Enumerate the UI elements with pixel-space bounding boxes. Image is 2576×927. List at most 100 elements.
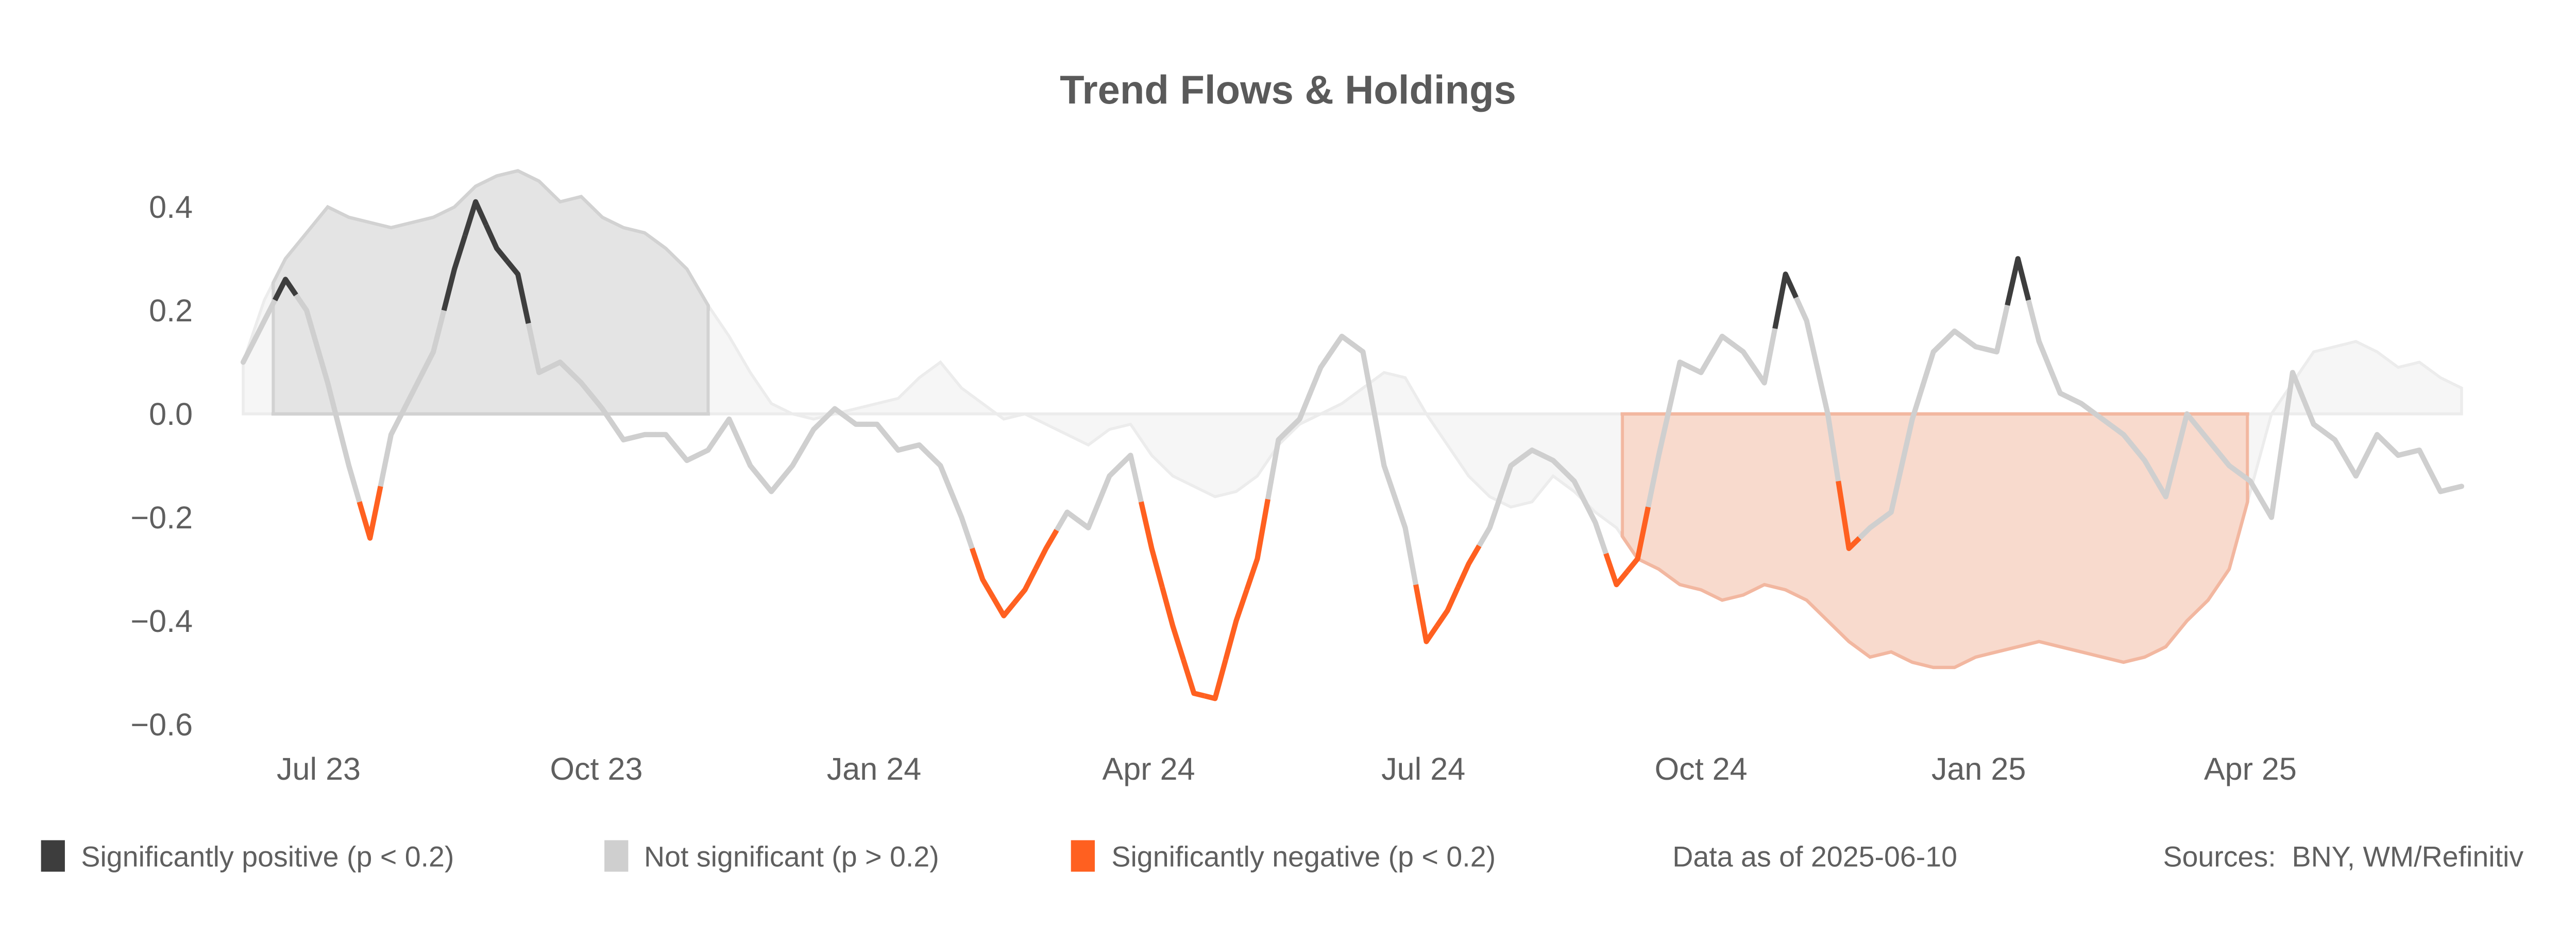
flow-segment-ns xyxy=(2068,396,2095,414)
flow-segment-neg xyxy=(1160,586,1186,661)
y-tick-label: −0.2 xyxy=(130,500,193,535)
flow-segment-pos xyxy=(2005,256,2031,306)
flow-segment-ns xyxy=(2131,444,2158,482)
y-axis: 0.4 0.2 0.0 −0.2 −0.4 −0.6 xyxy=(130,190,193,742)
flow-segment-ns xyxy=(2406,447,2433,474)
flow-segment-pos xyxy=(1772,271,1799,329)
legend-label-positive: Significantly positive (p < 0.2) xyxy=(81,840,454,872)
y-tick-label: −0.6 xyxy=(130,707,193,742)
flow-segment-ns xyxy=(251,297,278,345)
flow-segment-neg xyxy=(1223,589,1249,661)
flow-segment-ns xyxy=(2364,432,2391,458)
flow-segment-ns xyxy=(1265,426,1292,502)
legend-label-negative: Significantly negative (p < 0.2) xyxy=(1111,840,1496,872)
flow-segment-ns xyxy=(821,406,848,422)
flow-segment-ns xyxy=(1920,338,1947,388)
flow-segment-ns xyxy=(1709,333,1736,357)
flow-segment-ns xyxy=(800,416,827,451)
flow-segment-ns xyxy=(1307,349,1334,396)
highlight-area-1 xyxy=(271,169,710,416)
legend-swatch-negative xyxy=(1071,840,1095,872)
flow-segment-ns xyxy=(1328,333,1355,355)
flow-segment-neg xyxy=(1434,586,1461,628)
flow-segment-ns xyxy=(758,476,785,494)
flow-segment-ns xyxy=(1582,499,1609,557)
x-tick-label: Jan 25 xyxy=(1931,751,2026,786)
flow-segment-ns xyxy=(842,414,869,427)
flow-segment-ns xyxy=(1392,494,1419,588)
flow-segment-ns xyxy=(2258,442,2285,520)
sources: Sources: BNY, WM/Refinitiv xyxy=(2163,840,2523,872)
flow-segment-ns xyxy=(2385,442,2412,458)
flow-segment-ns xyxy=(1730,341,1757,370)
flows-line xyxy=(240,199,2465,701)
x-tick-label: Oct 24 xyxy=(1655,751,1748,786)
flow-segment-ns xyxy=(1899,383,1926,469)
flow-segment-ns xyxy=(2153,452,2179,500)
flow-segment-pos xyxy=(462,199,489,236)
flow-segment-ns xyxy=(2237,471,2264,502)
flow-segment-neg xyxy=(1603,553,1630,588)
x-tick-label: Jul 23 xyxy=(277,751,361,786)
flow-segment-ns xyxy=(2026,297,2053,370)
flow-segment-ns xyxy=(1561,468,1588,505)
flow-segment-ns xyxy=(589,393,616,427)
x-tick-label: Apr 24 xyxy=(1103,751,1195,786)
flow-segment-ns xyxy=(240,338,257,365)
flow-segment-ns xyxy=(2300,396,2327,435)
x-tick-label: Jan 24 xyxy=(827,751,921,786)
flow-segment-ns xyxy=(2174,411,2200,458)
flow-segment-ns xyxy=(2343,452,2369,479)
highlight-area-2 xyxy=(1620,412,2249,670)
flow-segment-ns xyxy=(1878,463,1905,523)
flow-segment-ns xyxy=(1688,352,1715,375)
flow-segment-ns xyxy=(2216,450,2243,476)
flow-segment-ns xyxy=(1539,452,1567,474)
flow-segment-ns xyxy=(906,442,933,458)
flow-segment-ns xyxy=(1286,390,1313,432)
flow-segment-ns xyxy=(1497,455,1524,500)
y-tick-label: 0.4 xyxy=(149,190,193,225)
flow-segment-ns xyxy=(1349,341,1377,411)
holdings-areas xyxy=(242,169,2463,670)
flow-segment-ns xyxy=(1476,494,1503,548)
flow-segment-ns xyxy=(1096,463,1123,505)
flow-segment-ns xyxy=(2047,365,2074,401)
x-tick-label: Jul 24 xyxy=(1381,751,1465,786)
flow-segment-ns xyxy=(1075,499,1101,530)
flow-segment-neg xyxy=(1204,659,1228,701)
flow-segment-neg xyxy=(1413,584,1439,644)
flow-segment-ns xyxy=(1793,295,1820,370)
flow-segment-neg xyxy=(1244,499,1270,591)
legend: Significantly positive (p < 0.2) Not sig… xyxy=(41,840,2523,872)
flow-segment-ns xyxy=(314,344,341,427)
flow-segment-ns xyxy=(2089,408,2116,430)
flow-segment-ns xyxy=(1962,336,1989,352)
x-tick-label: Oct 23 xyxy=(550,751,642,786)
flow-segment-ns xyxy=(293,292,320,350)
chart-title: Trend Flows & Holdings xyxy=(1060,68,1516,112)
flow-segment-ns xyxy=(1815,365,1841,484)
legend-swatch-positive xyxy=(41,840,65,872)
flow-segment-ns xyxy=(694,432,721,458)
flow-segment-ns xyxy=(1984,302,2010,355)
y-tick-label: −0.4 xyxy=(130,604,193,639)
data-as-of: Data as of 2025-06-10 xyxy=(1672,840,1957,872)
legend-label-not-significant: Not significant (p > 0.2) xyxy=(644,840,939,872)
flow-segment-ns xyxy=(1054,509,1080,533)
flow-segment-ns xyxy=(420,307,447,375)
flow-segment-ns xyxy=(885,434,911,453)
flow-segment-neg xyxy=(1455,544,1482,589)
flow-segment-pos xyxy=(441,234,468,312)
legend-swatch-not-significant xyxy=(604,840,629,872)
flow-segment-ns xyxy=(568,370,595,399)
y-tick-label: 0.2 xyxy=(149,293,193,328)
flow-segment-neg xyxy=(1181,659,1206,699)
flow-segment-ns xyxy=(673,444,700,464)
flow-segment-neg xyxy=(357,486,383,541)
x-axis: Jul 23 Oct 23 Jan 24 Apr 24 Jul 24 Oct 24 Jan … xyxy=(277,751,2297,786)
flow-segment-ns xyxy=(1857,517,1884,541)
flow-segment-ns xyxy=(1117,452,1144,505)
flow-segment-ns xyxy=(927,452,954,494)
flow-segment-neg xyxy=(1625,506,1651,574)
